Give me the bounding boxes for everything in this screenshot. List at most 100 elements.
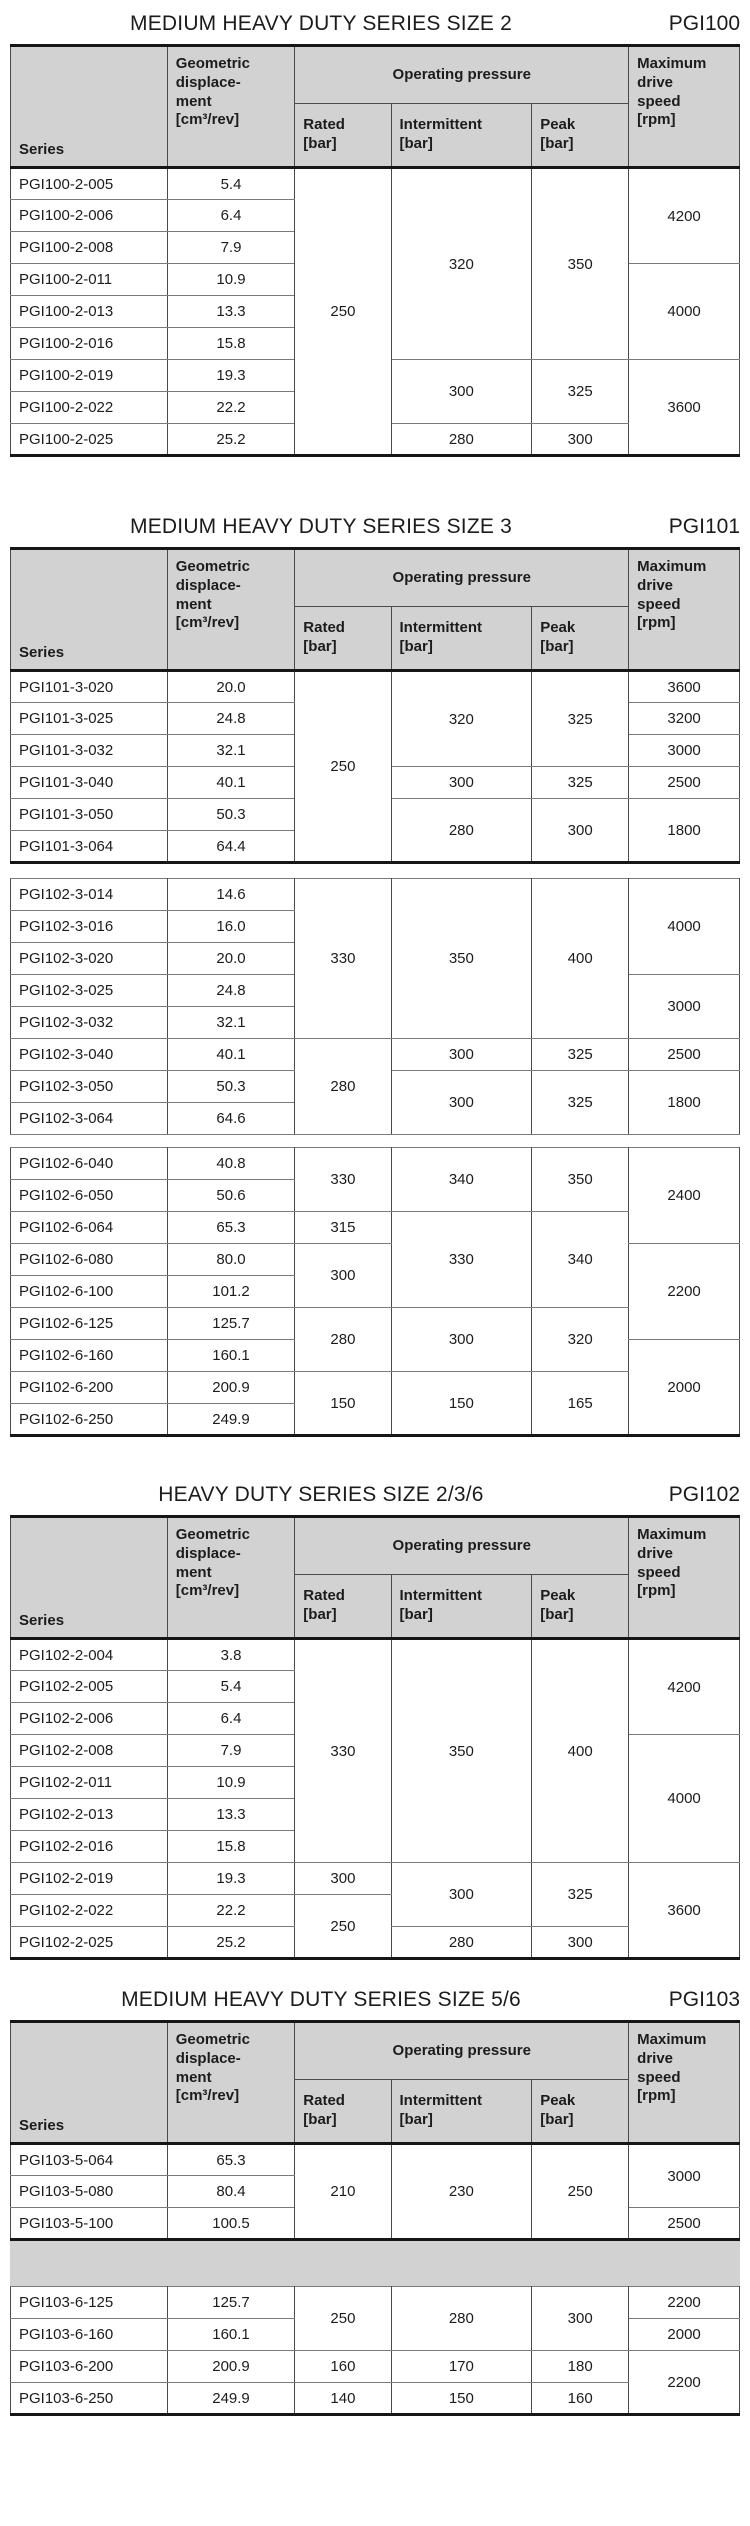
table-header: Series Geometric displace- ment [cm³/rev]… — [10, 45, 740, 168]
peak-cell: 165 — [531, 1371, 630, 1436]
rated-cell: 210 — [294, 2143, 392, 2240]
speed-cell: 2400 — [628, 1147, 740, 1244]
spec-table-pgi102-3: PGI102-3-014 14.6 330 350 400 4000 PGI102-3-01… — [10, 878, 740, 1135]
peak-cell: 160 — [531, 2382, 630, 2415]
table-row: PGI102-2-008 7.9 4000 — [10, 1734, 740, 1863]
disp-cell: 101.2 — [166, 1275, 296, 1308]
disp-cell: 24.8 — [166, 974, 296, 1007]
series-cell: PGI103-6-200 — [10, 2350, 168, 2383]
section-title-row: MEDIUM HEAVY DUTY SERIES SIZE 3 PGI101 — [10, 515, 740, 539]
disp-cell: 20.0 — [166, 942, 296, 975]
peak-cell: 350 — [531, 1147, 630, 1212]
column-header-series: Series — [10, 45, 168, 168]
disp-cell: 15.8 — [166, 1830, 296, 1863]
table-row: PGI102-2-006 6.4 — [10, 1702, 740, 1735]
table-row: PGI100-2-019 19.3 300 325 3600 — [10, 359, 740, 456]
column-header-operating-pressure: Operating pressure — [294, 1516, 630, 1575]
speed-cell: 4000 — [628, 1734, 740, 1863]
series-cell: PGI102-3-016 — [10, 910, 168, 943]
column-header-intermittent: Intermittent [bar] — [390, 103, 533, 168]
peak-cell: 250 — [531, 2143, 630, 2240]
table-row: PGI100-2-025 25.2 280 300 — [10, 423, 740, 456]
rated-cell: 280 — [294, 1038, 392, 1135]
series-cell: PGI103-5-100 — [10, 2207, 168, 2240]
series-cell: PGI103-6-160 — [10, 2318, 168, 2351]
peak-cell: 325 — [531, 670, 630, 767]
disp-cell: 7.9 — [166, 1734, 296, 1767]
series-cell: PGI101-3-064 — [10, 830, 168, 863]
table-row: PGI102-6-250 249.9 — [10, 1403, 740, 1436]
speed-cell: 2500 — [628, 2207, 740, 2240]
table-row: PGI102-3-050 50.3 300 325 1800 — [10, 1070, 740, 1135]
table-row: PGI102-3-020 20.0 — [10, 942, 740, 975]
disp-cell: 50.6 — [166, 1179, 296, 1212]
disp-cell: 3.8 — [166, 1638, 296, 1671]
rated-cell: 330 — [294, 1638, 392, 1863]
speed-cell: 2000 — [628, 1339, 740, 1436]
disp-cell: 160.1 — [166, 1339, 296, 1372]
series-code: PGI103 — [668, 1988, 740, 2011]
series-cell: PGI103-5-064 — [10, 2143, 168, 2176]
table-header: Series Geometric displace- ment [cm³/rev]… — [10, 2021, 740, 2144]
inter-cell: 300 — [390, 1307, 533, 1372]
column-header-operating-pressure: Operating pressure — [294, 548, 630, 607]
disp-cell: 80.4 — [166, 2175, 296, 2208]
disp-cell: 249.9 — [166, 1403, 296, 1436]
series-cell: PGI102-2-013 — [10, 1798, 168, 1831]
table-row: PGI100-2-022 22.2 — [10, 391, 740, 424]
series-cell: PGI100-2-006 — [10, 199, 168, 232]
table-row: PGI102-3-040 40.1 280 300 325 2500 — [10, 1038, 740, 1135]
speed-cell: 3000 — [628, 734, 740, 767]
series-cell: PGI102-2-022 — [10, 1894, 168, 1927]
speed-cell: 2500 — [628, 766, 740, 799]
table-row: PGI103-5-100 100.5 2500 — [10, 2207, 740, 2240]
disp-cell: 25.2 — [166, 423, 296, 456]
inter-cell: 300 — [390, 1070, 533, 1135]
table-row: PGI102-6-125 125.7 280 300 320 — [10, 1307, 740, 1372]
speed-cell: 2200 — [628, 2350, 740, 2415]
disp-cell: 40.8 — [166, 1147, 296, 1180]
table-row: PGI103-6-125 125.7 250 280 300 2200 — [10, 2286, 740, 2351]
disp-cell: 160.1 — [166, 2318, 296, 2351]
table-row: PGI101-3-032 32.1 3000 — [10, 734, 740, 767]
series-cell: PGI101-3-050 — [10, 798, 168, 831]
series-cell: PGI100-2-022 — [10, 391, 168, 424]
column-header-rated: Rated [bar] — [294, 606, 392, 671]
disp-cell: 16.0 — [166, 910, 296, 943]
speed-cell: 1800 — [628, 1070, 740, 1135]
inter-cell: 150 — [390, 1371, 533, 1436]
column-header-peak: Peak [bar] — [531, 606, 630, 671]
series-cell: PGI102-2-011 — [10, 1766, 168, 1799]
disp-cell: 80.0 — [166, 1243, 296, 1276]
disp-cell: 25.2 — [166, 1926, 296, 1959]
table-row: PGI102-6-064 65.3 315 330 340 — [10, 1211, 740, 1308]
rated-cell: 300 — [294, 1243, 392, 1308]
speed-cell: 4000 — [628, 878, 740, 975]
rated-cell: 150 — [294, 1371, 392, 1436]
rated-cell: 250 — [294, 670, 392, 863]
column-header-max-drive-speed: Maximum drive speed [rpm] — [628, 2021, 740, 2144]
table-row: PGI102-3-014 14.6 330 350 400 4000 — [10, 878, 740, 1039]
speed-cell: 4000 — [628, 263, 740, 360]
table-row: PGI102-6-040 40.8 330 340 350 2400 — [10, 1147, 740, 1244]
peak-cell: 325 — [531, 1862, 630, 1927]
speed-cell: 2500 — [628, 1038, 740, 1071]
table-row: PGI101-3-020 20.0 250 320 325 3600 — [10, 670, 740, 863]
table-header: Series Geometric displace- ment [cm³/rev]… — [10, 548, 740, 671]
table-row: PGI102-2-016 15.8 — [10, 1830, 740, 1863]
column-header-operating-pressure: Operating pressure — [294, 45, 630, 104]
table-row: PGI100-2-013 13.3 — [10, 295, 740, 328]
peak-cell: 300 — [531, 2286, 630, 2351]
disp-cell: 65.3 — [166, 1211, 296, 1244]
inter-cell: 350 — [390, 878, 533, 1039]
column-header-series: Series — [10, 1516, 168, 1639]
column-header-intermittent: Intermittent [bar] — [390, 2079, 533, 2144]
series-cell: PGI102-3-050 — [10, 1070, 168, 1103]
rated-cell: 250 — [294, 1894, 392, 1959]
inter-cell: 280 — [390, 1926, 533, 1959]
disp-cell: 125.7 — [166, 1307, 296, 1340]
disp-cell: 32.1 — [166, 1006, 296, 1039]
series-cell: PGI102-2-008 — [10, 1734, 168, 1767]
disp-cell: 19.3 — [166, 1862, 296, 1895]
series-cell: PGI100-2-013 — [10, 295, 168, 328]
